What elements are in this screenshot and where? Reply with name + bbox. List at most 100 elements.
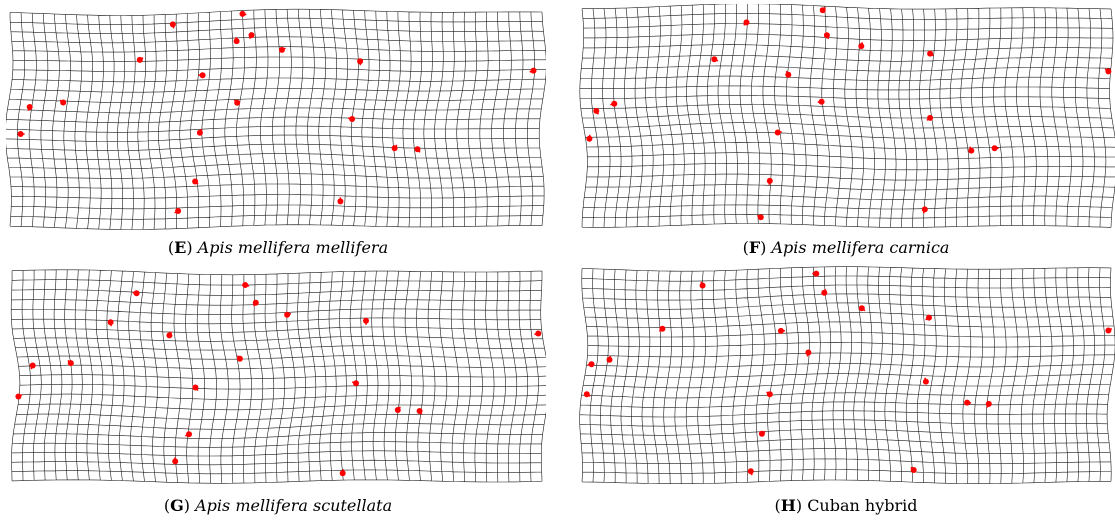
landmark-point [414, 146, 421, 153]
landmark-point [236, 355, 243, 362]
landmark-point [136, 56, 143, 63]
landmark-point [15, 393, 22, 400]
landmark-point [813, 270, 820, 277]
landmark-point [175, 208, 182, 214]
landmark-point [586, 135, 593, 142]
landmark-point [353, 380, 359, 387]
landmark-point [711, 56, 718, 63]
landmark-point [927, 50, 934, 57]
landmark-point [166, 332, 173, 339]
panel-F [578, 4, 1115, 230]
landmark-point [391, 145, 398, 152]
landmark-point [169, 21, 176, 28]
panel-E [6, 8, 546, 230]
landmark-point [785, 71, 792, 78]
panel-letter-F: F [748, 238, 761, 257]
landmark-point [233, 38, 240, 45]
landmark-point [699, 282, 706, 289]
landmark-point [242, 282, 249, 288]
landmark-point [922, 378, 929, 385]
deformation-grid-H [579, 266, 1115, 484]
landmark-point [774, 129, 781, 136]
landmark-point [766, 391, 773, 398]
landmark-point [172, 458, 179, 465]
landmark-point [805, 349, 812, 356]
landmark-point [234, 99, 241, 106]
landmark-point [357, 58, 364, 65]
deformation-grid-G [10, 269, 546, 484]
landmark-point [363, 317, 369, 324]
grid-lines [579, 266, 1115, 484]
landmark-point [337, 198, 344, 205]
caption-F: (F) Apis mellifera carnica [742, 238, 950, 257]
landmark-point [192, 384, 199, 391]
panel-G [8, 268, 546, 486]
deformation-grid-E [6, 8, 546, 230]
landmark-point [394, 407, 401, 413]
grid-lines [6, 8, 546, 230]
landmark-point [17, 131, 24, 137]
landmark-point [766, 177, 773, 184]
landmark-point [199, 72, 206, 79]
grid-lines [579, 4, 1115, 228]
landmark-point [107, 319, 114, 326]
deformation-grid-F [579, 4, 1115, 228]
landmark-point [530, 67, 537, 74]
landmark-point [777, 327, 784, 334]
landmark-point [757, 214, 764, 221]
landmark-point [858, 305, 865, 312]
landmark-point [985, 400, 992, 407]
landmark-point [927, 114, 934, 121]
landmark-point [819, 7, 826, 14]
species-name-E: Apis mellifera mellifera [197, 238, 389, 257]
landmark-point [659, 325, 666, 332]
landmark-point [239, 10, 246, 17]
landmark-point [339, 470, 346, 477]
panel-letter-E: E [174, 238, 187, 257]
landmark-point [611, 100, 618, 107]
grid-lines [10, 269, 546, 484]
landmark-point [921, 206, 928, 213]
landmark-point [278, 46, 285, 53]
landmark-point [821, 289, 828, 296]
panel-letter-H: H [780, 496, 796, 515]
landmark-point [192, 178, 199, 185]
species-name-G: Apis mellifera scutellata [195, 496, 393, 515]
landmark-point [133, 290, 140, 297]
landmark-point [29, 362, 36, 369]
landmark-point [747, 468, 754, 475]
landmark-point [252, 299, 259, 306]
caption-G: (G) Apis mellifera scutellata [163, 496, 393, 515]
landmark-point [416, 408, 423, 414]
panel-letter-G: G [170, 496, 184, 515]
landmark-point [743, 19, 750, 26]
landmark-point [991, 145, 998, 152]
population-name-H: Cuban hybrid [807, 496, 918, 515]
landmark-point [186, 431, 192, 438]
landmark-point [606, 356, 613, 363]
landmark-point [196, 129, 203, 136]
landmark-point [26, 104, 33, 110]
landmark-point [823, 32, 830, 39]
species-name-F: Apis mellifera carnica [771, 238, 950, 257]
landmark-point [1105, 327, 1112, 334]
landmark-point [535, 330, 542, 337]
landmark-point [588, 361, 595, 368]
landmark-point [349, 116, 356, 122]
landmark-point [284, 311, 291, 318]
landmark-point [593, 107, 600, 114]
landmark-point [248, 32, 255, 39]
landmark-point [60, 99, 67, 106]
landmark-point [67, 360, 74, 367]
landmark-point [583, 391, 590, 398]
landmark-point [1105, 68, 1112, 75]
landmark-point [968, 147, 975, 154]
landmark-point [964, 399, 971, 406]
landmark-point [758, 430, 765, 437]
landmark-point [818, 98, 825, 105]
landmark-point [858, 43, 865, 50]
panel-H [578, 264, 1115, 486]
caption-E: (E) Apis mellifera mellifera [167, 238, 389, 257]
caption-H: (H) Cuban hybrid [774, 496, 918, 515]
landmark-point [910, 467, 917, 473]
